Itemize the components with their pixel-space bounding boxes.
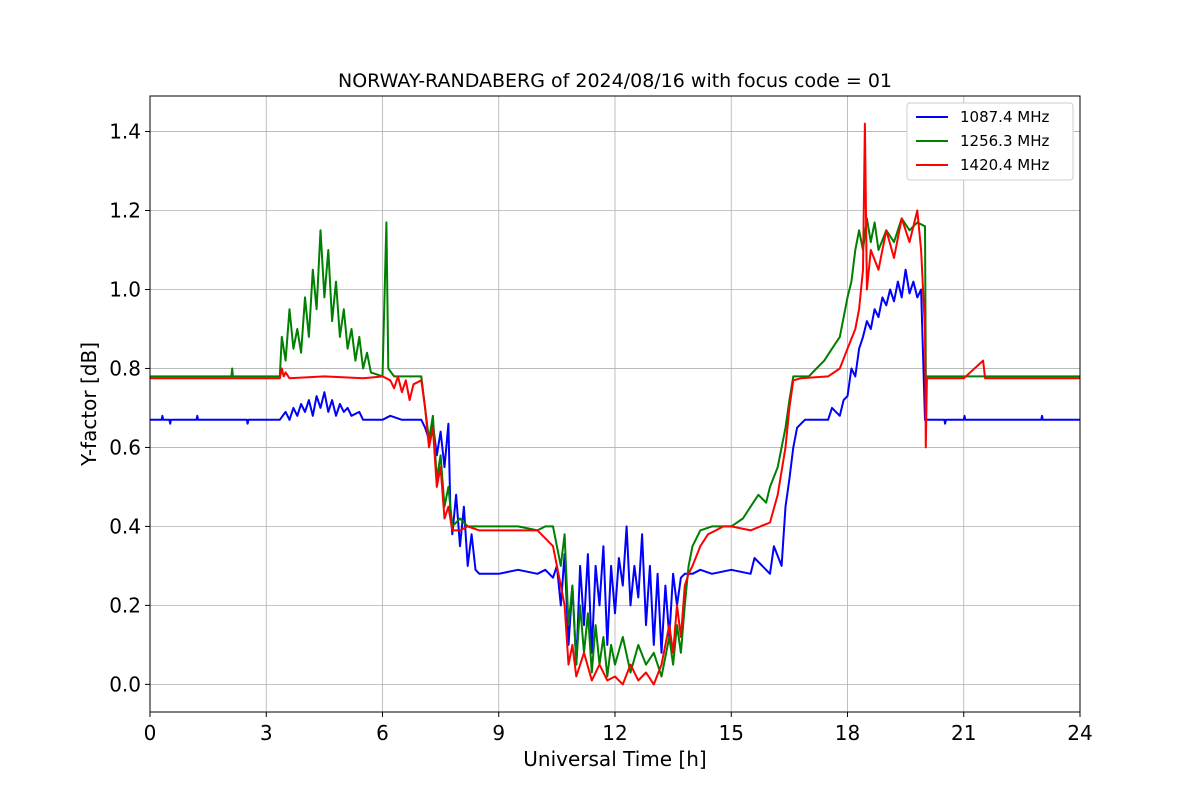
- series-line-2: [150, 217, 1080, 678]
- y-tick-label: 0.0: [109, 672, 141, 696]
- y-axis-ticks: 0.0 0.2 0.4 0.6 0.8 1.0 1.2 1.4: [109, 120, 150, 696]
- x-axis-ticks: 0 3 6 9 12 15 18 21 24: [144, 712, 1093, 745]
- x-tick-label: 3: [260, 721, 273, 745]
- y-tick-label: 0.6: [109, 435, 141, 459]
- x-tick-label: 9: [492, 721, 505, 745]
- x-tick-label: 12: [602, 721, 627, 745]
- y-tick-label: 0.2: [109, 593, 141, 617]
- x-tick-label: 0: [144, 721, 157, 745]
- x-tick-label: 24: [1067, 721, 1092, 745]
- x-tick-label: 15: [719, 721, 744, 745]
- y-tick-label: 0.4: [109, 514, 141, 538]
- y-tick-label: 0.8: [109, 356, 141, 380]
- y-tick-label: 1.0: [109, 277, 141, 301]
- x-axis-label: Universal Time [h]: [523, 747, 706, 771]
- y-tick-label: 1.2: [109, 199, 141, 223]
- legend-label-3: 1420.4 MHz: [960, 156, 1049, 174]
- series-line-1: [150, 268, 1080, 666]
- y-axis-label: Y-factor [dB]: [77, 342, 101, 467]
- legend-label-1: 1087.4 MHz: [960, 108, 1049, 126]
- legend-box: [906, 102, 1074, 181]
- x-tick-label: 21: [951, 721, 976, 745]
- legend: 1087.4 MHz 1256.3 MHz 1420.4 MHz: [906, 102, 1074, 181]
- x-tick-label: 18: [835, 721, 860, 745]
- y-tick-label: 1.4: [109, 120, 141, 144]
- series-line-3: [150, 122, 1080, 686]
- x-tick-label: 6: [376, 721, 389, 745]
- chart-title: NORWAY-RANDABERG of 2024/08/16 with focu…: [338, 70, 892, 92]
- legend-label-2: 1256.3 MHz: [960, 132, 1049, 150]
- series-lines: [150, 122, 1080, 686]
